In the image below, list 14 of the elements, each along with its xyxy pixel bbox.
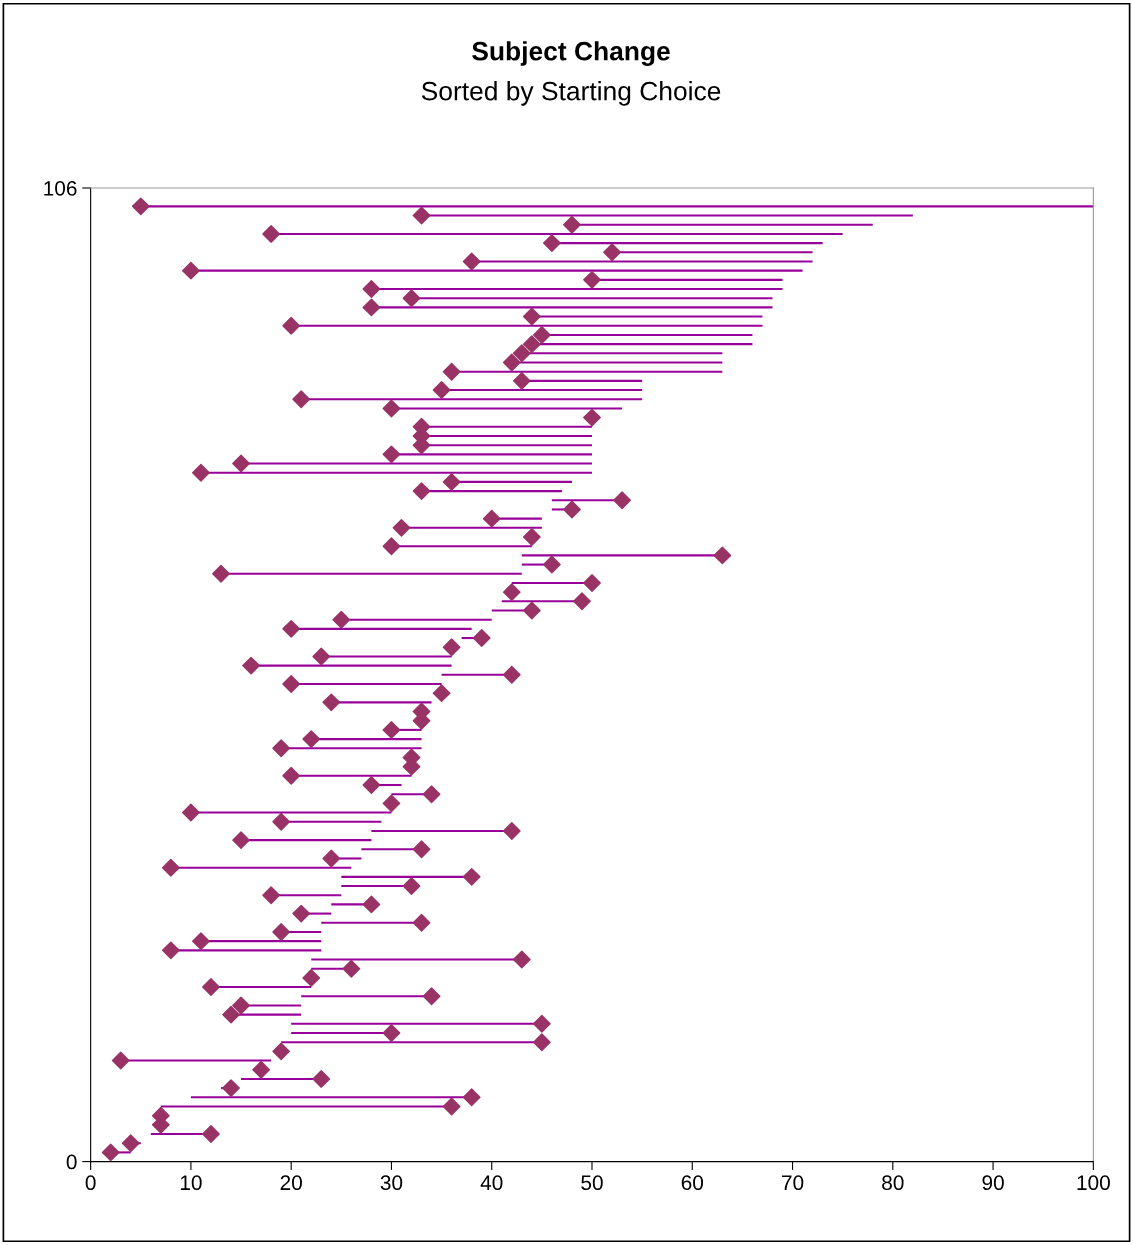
x-tick-label: 100	[1077, 1175, 1110, 1191]
x-tick-label: 50	[581, 1175, 603, 1191]
chart-title: Subject Change	[472, 41, 670, 66]
x-tick-label: 0	[85, 1175, 96, 1191]
chart-subtitle: Sorted by Starting Choice	[421, 81, 721, 106]
x-tick-label: 10	[180, 1175, 202, 1191]
x-tick-label: 70	[782, 1175, 804, 1191]
x-tick-label: 60	[681, 1175, 704, 1191]
x-tick-label: 20	[280, 1175, 302, 1191]
y-tick-label: 106	[44, 181, 77, 196]
x-tick-label: 80	[882, 1175, 904, 1191]
x-tick-label: 40	[480, 1175, 503, 1191]
x-tick-label: 30	[380, 1175, 403, 1191]
x-tick-label: 90	[982, 1175, 1004, 1191]
